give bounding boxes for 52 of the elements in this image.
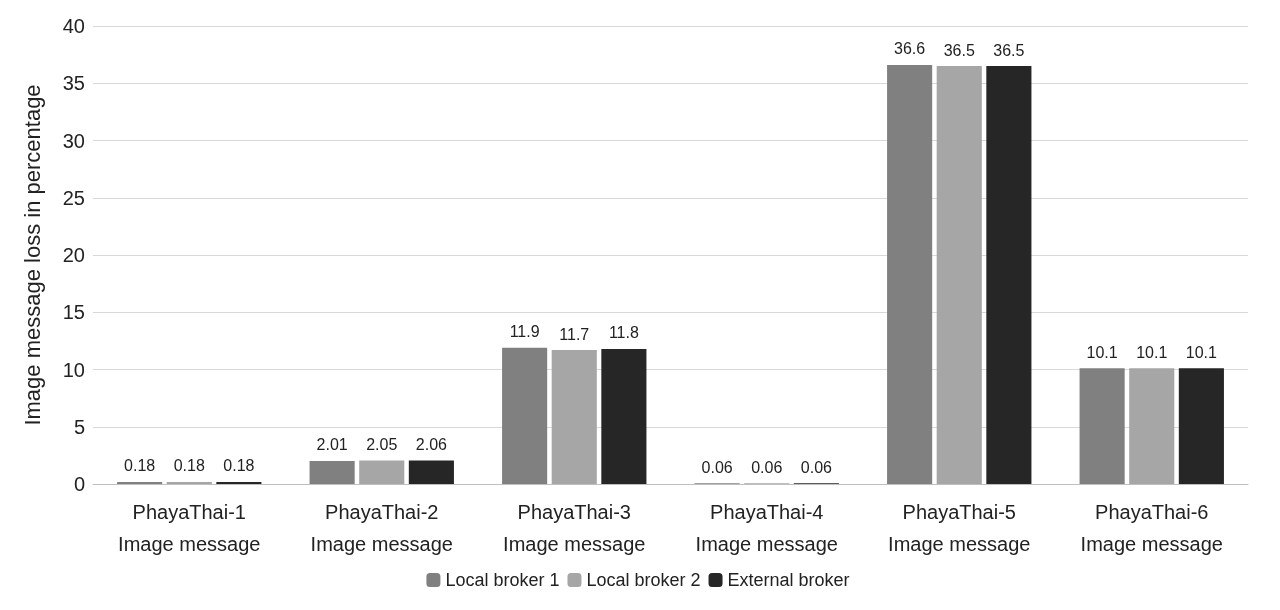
y-tick-label: 25 <box>62 186 85 209</box>
x-tick-label: PhayaThai-5 Image message <box>888 501 1031 555</box>
y-tick-label: 15 <box>62 301 85 324</box>
y-tick-label: 10 <box>62 358 85 381</box>
bar <box>887 64 933 484</box>
bar <box>986 66 1032 484</box>
y-tick-label: 0 <box>73 473 85 495</box>
bar <box>408 460 454 484</box>
bar <box>359 460 405 484</box>
x-tick-label: PhayaThai-6 Image message <box>1080 501 1223 555</box>
data-label: 0.18 <box>173 457 205 475</box>
y-tick-label: 20 <box>62 244 85 266</box>
data-label: 0.18 <box>223 457 255 475</box>
y-axis-title: Image message loss in percentage <box>19 84 45 426</box>
data-label: 11.7 <box>559 325 590 343</box>
data-label: 0.18 <box>124 457 156 475</box>
bar <box>502 347 548 484</box>
data-label: 11.9 <box>509 323 540 341</box>
data-label: 36.6 <box>894 40 926 58</box>
bar <box>1178 368 1224 484</box>
y-tick-label: 35 <box>62 72 85 95</box>
bar <box>936 66 982 484</box>
data-label: 2.01 <box>316 436 348 454</box>
bar <box>1079 368 1125 484</box>
data-label: 10.1 <box>1136 343 1168 361</box>
bar <box>309 460 355 484</box>
y-tick-label: 30 <box>62 129 85 152</box>
x-tick-label: PhayaThai-3 Image message <box>503 501 646 555</box>
bar <box>166 481 212 484</box>
x-tick-label: PhayaThai-4 Image message <box>695 501 838 555</box>
data-label: 0.06 <box>800 458 833 476</box>
x-tick-label: PhayaThai-2 Image message <box>310 501 453 555</box>
data-label: 10.1 <box>1086 343 1118 361</box>
data-label: 10.1 <box>1185 343 1218 361</box>
y-tick-label: 40 <box>62 15 85 37</box>
bar <box>117 481 163 484</box>
bar <box>216 481 262 484</box>
bar <box>551 350 597 484</box>
y-tick-label: 5 <box>73 415 85 438</box>
data-label: 11.8 <box>608 324 639 342</box>
data-label: 0.06 <box>701 458 733 476</box>
bar <box>601 348 647 484</box>
legend-label: Local broker 1 <box>445 570 560 590</box>
data-label: 2.06 <box>415 435 448 453</box>
data-label: 2.05 <box>366 436 398 454</box>
data-label: 36.5 <box>993 41 1025 59</box>
legend-label: External broker <box>727 570 850 590</box>
x-tick-label: PhayaThai-1 Image message <box>118 501 261 555</box>
data-label: 36.5 <box>943 41 975 59</box>
legend-label: Local broker 2 <box>586 570 701 590</box>
data-label: 0.06 <box>751 458 783 476</box>
bar <box>1129 368 1175 484</box>
